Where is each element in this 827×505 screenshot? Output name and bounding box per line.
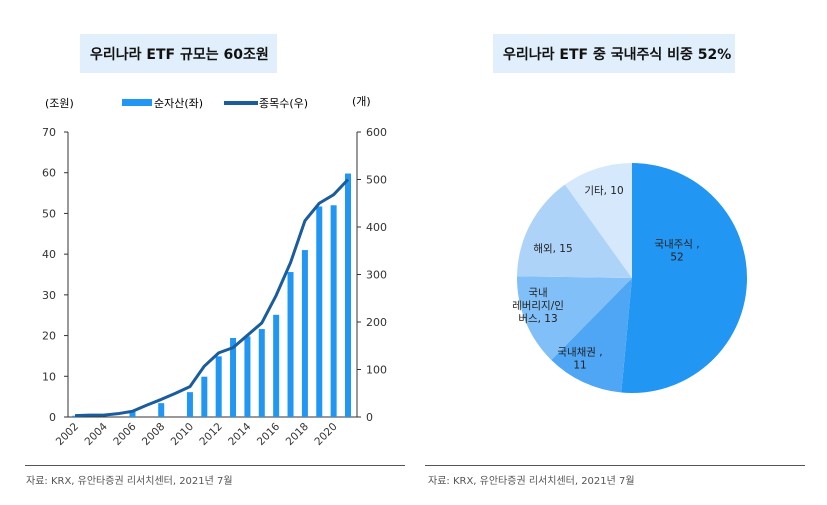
bar-net-assets-2010 — [186, 392, 193, 417]
pie-label-2: 버스, 13 — [518, 313, 557, 325]
left-tick-label: 10 — [42, 370, 56, 383]
x-tick-label: 2020 — [312, 421, 339, 448]
pie-label-0: 국내주식 , — [654, 239, 699, 251]
bar-net-assets-2008 — [158, 403, 165, 417]
pie-slice-0 — [621, 163, 748, 394]
left-tick-label: 40 — [42, 248, 56, 261]
x-tick-label: 2018 — [284, 421, 311, 448]
left-source-note: 자료: KRX, 유안타증권 리서치센터, 2021년 7월 — [26, 476, 233, 487]
x-tick-label: 2002 — [54, 421, 81, 448]
left-tick-label: 60 — [42, 167, 56, 180]
bar-net-assets-2012 — [215, 356, 222, 417]
right-axis-unit: (개) — [352, 95, 371, 108]
left-divider — [25, 465, 405, 466]
left-tick-label: 0 — [49, 411, 56, 424]
bar-net-assets-2011 — [201, 376, 208, 417]
left-chart-title: 우리나라 ETF 규모는 60조원 — [80, 34, 277, 73]
right-source-note: 자료: KRX, 유안타증권 리서치센터, 2021년 7월 — [428, 476, 635, 487]
bar-net-assets-2019 — [316, 206, 323, 417]
legend-bar-swatch — [122, 99, 152, 106]
bar-net-assets-2021 — [345, 173, 351, 417]
left-tick-label: 70 — [42, 126, 56, 139]
right-tick-label: 0 — [366, 411, 373, 424]
x-tick-label: 2004 — [82, 420, 110, 448]
x-tick-label: 2010 — [169, 421, 196, 448]
bar-net-assets-2020 — [330, 205, 337, 417]
legend-bar-label: 순자산(좌) — [154, 97, 203, 110]
bar-net-assets-2002 — [72, 415, 78, 417]
pie-label-2: 국내 — [528, 287, 547, 299]
left-axis-unit: (조원) — [45, 97, 74, 110]
pie-label-1: 국내채권 , — [557, 347, 602, 359]
right-tick-label: 600 — [366, 126, 387, 139]
pie-label-3: 해외, 15 — [533, 242, 572, 255]
bar-net-assets-2017 — [287, 272, 294, 417]
right-tick-label: 100 — [366, 364, 387, 377]
left-tick-label: 30 — [42, 289, 56, 302]
line-etf-count — [74, 178, 350, 418]
bar-net-assets-2006 — [129, 410, 136, 417]
left-tick-label: 50 — [42, 207, 56, 220]
pie-label-4: 기타, 10 — [584, 185, 623, 197]
bar-net-assets-2018 — [301, 250, 308, 417]
pie-label-1: 11 — [573, 360, 586, 372]
pie-label-2: 레버리지/인 — [512, 300, 564, 312]
x-tick-label: 2016 — [255, 420, 283, 448]
right-chart-title: 우리나라 ETF 중 국내주식 비중 52% — [493, 34, 735, 73]
left-tick-label: 20 — [42, 330, 56, 343]
x-tick-label: 2014 — [226, 420, 254, 448]
pie-slice-2 — [517, 276, 632, 360]
pie-slice-3 — [517, 184, 632, 278]
x-tick-label: 2006 — [111, 420, 139, 448]
right-tick-label: 200 — [366, 316, 387, 329]
x-tick-label: 2012 — [197, 421, 224, 448]
pie-slice-4 — [564, 163, 632, 278]
right-divider — [425, 465, 805, 466]
right-tick-label: 500 — [366, 174, 387, 187]
right-tick-label: 400 — [366, 221, 387, 234]
x-tick-label: 2008 — [140, 421, 167, 448]
bar-net-assets-2014 — [244, 336, 251, 417]
pie-slice-1 — [551, 278, 632, 393]
bar-net-assets-2016 — [273, 314, 280, 417]
legend-line-label: 종목수(우) — [259, 97, 308, 110]
bar-net-assets-2015 — [258, 329, 265, 417]
right-tick-label: 300 — [366, 269, 387, 282]
bar-net-assets-2013 — [230, 338, 237, 417]
pie-label-0: 52 — [670, 252, 683, 264]
